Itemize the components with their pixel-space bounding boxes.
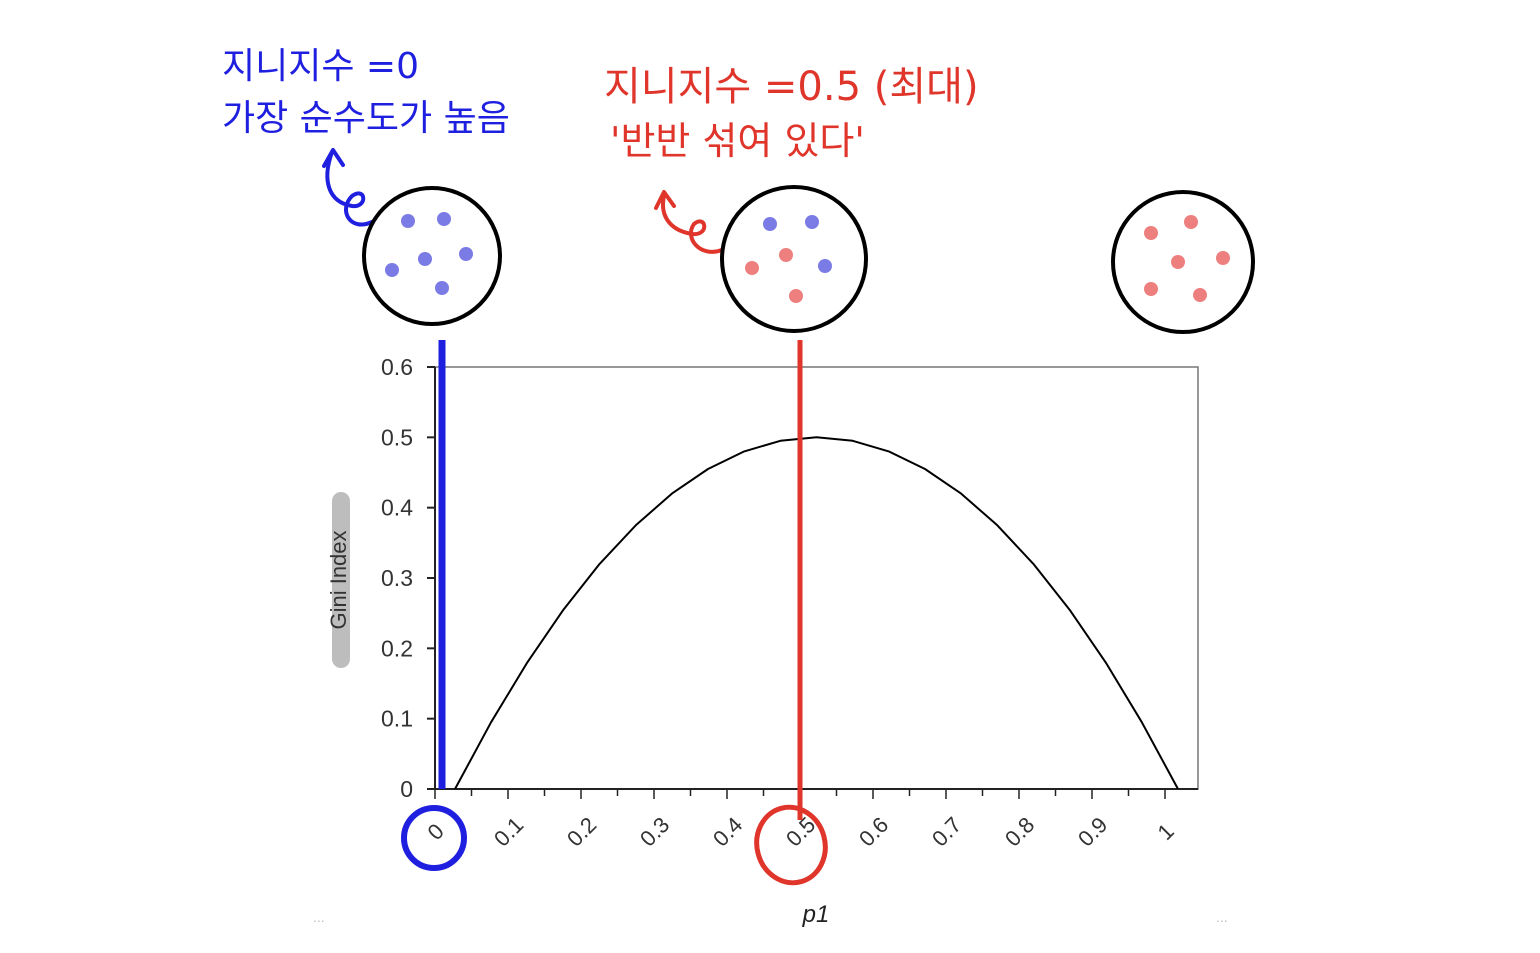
x-tick-label: 1 <box>1153 819 1179 845</box>
y-tick-label: 0.3 <box>381 565 413 591</box>
ellipsis-left: ... <box>313 909 325 925</box>
gini-curve <box>454 436 1179 790</box>
left-arrow-head <box>322 148 345 168</box>
series-layer <box>454 436 1179 790</box>
red-dot <box>745 261 759 275</box>
y-tick-label: 0 <box>400 776 413 802</box>
blue-dot <box>401 214 415 228</box>
left-curly-arrow <box>325 150 374 227</box>
red-dot <box>1144 226 1158 240</box>
red-dot <box>779 248 793 262</box>
y-tick-label: 0.5 <box>381 424 413 450</box>
ellipsis-right: ... <box>1216 909 1228 925</box>
blue-dot <box>805 215 819 229</box>
y-axis-label: Gini Index <box>326 530 351 629</box>
plot-area <box>434 366 1199 790</box>
red-dot <box>1144 282 1158 296</box>
red-dot <box>1216 251 1230 265</box>
x-tick-label: 0.6 <box>854 812 893 851</box>
x-tick-label: 0 <box>423 819 449 845</box>
middle-curly-arrow <box>661 194 724 254</box>
middle-arrow-head <box>654 190 676 210</box>
middle-note-line2: '반반 섞여 있다' <box>610 119 865 163</box>
x-tick-label: 0.7 <box>927 812 966 851</box>
highlight-circle-p0 <box>401 805 467 871</box>
x-tick-label: 0.8 <box>1000 812 1039 851</box>
x-tick-label: 0.1 <box>489 812 528 851</box>
left-note-line1: 지니지수 =0 <box>222 46 419 87</box>
red-dot <box>1184 215 1198 229</box>
x-tick-label: 0.4 <box>708 812 747 851</box>
sample-circle-mixed <box>720 185 868 333</box>
plot-frame <box>434 366 1199 790</box>
blue-dot <box>459 247 473 261</box>
y-tick-label: 0.2 <box>381 635 413 661</box>
y-tick-label: 0.6 <box>381 354 413 380</box>
red-dot <box>1171 255 1185 269</box>
sample-circle-pure-blue <box>362 186 502 326</box>
x-tick-label: 0.2 <box>562 812 601 851</box>
x-axis-label: p1 <box>802 901 830 928</box>
blue-dot <box>418 252 432 266</box>
blue-dot <box>437 212 451 226</box>
red-dot <box>789 289 803 303</box>
y-axis-ticks: 0 0.1 0.2 0.3 0.4 0.5 0.6 <box>381 354 435 802</box>
left-note-line2: 가장 순수도가 높음 <box>222 98 510 139</box>
middle-note-line1: 지니지수 =0.5 (최대) <box>604 64 979 110</box>
blue-dot <box>435 281 449 295</box>
blue-dot <box>818 259 832 273</box>
highlight-circle-p05 <box>754 804 828 886</box>
y-axis-label-group: Gini Index <box>326 492 351 668</box>
y-label-highlight <box>332 492 350 668</box>
x-tick-label: 0.9 <box>1073 812 1112 851</box>
y-tick-label: 0.1 <box>381 706 413 732</box>
x-tick-label: 0.3 <box>635 812 674 851</box>
red-dot <box>1193 288 1207 302</box>
sample-circle-pure-red <box>1111 190 1255 334</box>
blue-dot <box>763 217 777 231</box>
blue-dot <box>385 263 399 277</box>
y-tick-label: 0.4 <box>381 495 413 521</box>
